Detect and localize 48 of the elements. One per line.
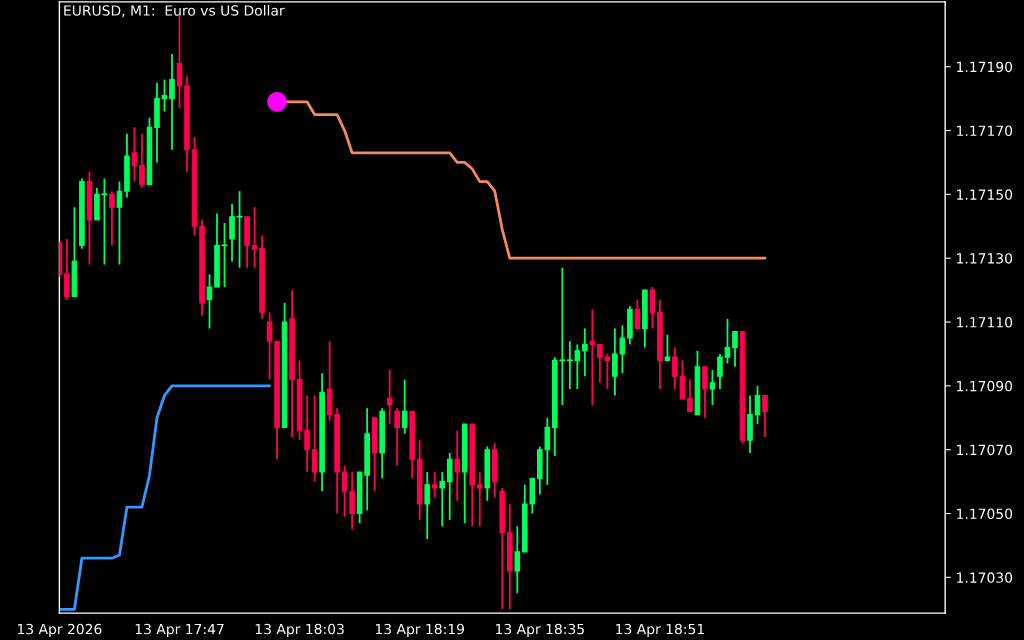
y-tick-label: 1.17070 <box>957 444 1013 456</box>
candlestick <box>311 394 318 483</box>
candlestick <box>64 238 70 301</box>
candlestick <box>131 126 138 183</box>
candlestick <box>732 330 738 368</box>
candlestick <box>266 311 273 381</box>
y-tick-label: 1.17150 <box>957 189 1013 200</box>
candlestick <box>176 14 183 110</box>
candlestick <box>582 327 588 378</box>
candlestick <box>424 471 431 540</box>
chart-title: EURUSD, M1: Euro vs US Dollar <box>64 4 285 18</box>
candlestick <box>589 308 596 406</box>
candlestick <box>702 365 708 419</box>
candlestick <box>206 273 213 330</box>
x-tick-label: 13 Apr 18:35 <box>496 623 584 637</box>
candlestick <box>634 298 641 330</box>
y-tick-label: 1.17030 <box>957 572 1013 583</box>
x-tick-label: 13 Apr 18:51 <box>616 623 704 637</box>
y-tick-label: 1.17090 <box>957 380 1013 392</box>
x-tick-label: 13 Apr 17:47 <box>135 623 224 637</box>
candlestick <box>401 378 408 435</box>
candlestick <box>709 369 716 406</box>
candlestick <box>446 451 453 521</box>
x-tick-label: 13 Apr 2026 <box>17 623 102 637</box>
candlestick <box>514 525 521 595</box>
candlestick <box>109 190 115 247</box>
candlestick <box>431 471 438 499</box>
candlestick <box>454 429 461 502</box>
candlestick <box>717 353 723 390</box>
candlestick <box>724 317 731 365</box>
line-series <box>59 384 271 611</box>
y-tick-label: 1.17170 <box>957 125 1013 137</box>
candlestick <box>672 346 678 390</box>
candlestick <box>394 407 400 467</box>
y-tick-label: 1.17050 <box>957 508 1013 520</box>
x-tick-label: 13 Apr 18:03 <box>255 623 344 637</box>
candlestick <box>169 53 175 151</box>
y-tick-label: 1.17130 <box>957 253 1013 264</box>
candlestick <box>762 394 768 438</box>
y-tick-label: 1.17110 <box>957 317 1013 328</box>
candlestick <box>687 378 693 413</box>
x-tick-label: 13 Apr 18:19 <box>375 623 464 637</box>
candlestick <box>439 471 446 528</box>
candlestick <box>649 286 656 330</box>
candlestick <box>139 132 145 189</box>
candlestick <box>386 369 393 426</box>
y-tick-label: 1.17190 <box>957 61 1013 73</box>
candlestick <box>476 471 483 528</box>
